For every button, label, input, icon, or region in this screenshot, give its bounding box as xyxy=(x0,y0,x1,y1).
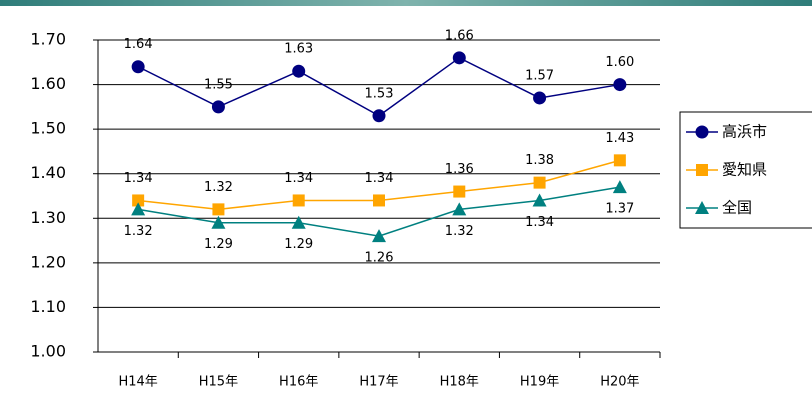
y-tick-label: 1.40 xyxy=(30,163,66,182)
value-label: 1.26 xyxy=(365,251,394,266)
marker xyxy=(612,180,627,194)
value-label: 1.34 xyxy=(525,215,554,230)
x-tick-label: H14年 xyxy=(118,375,157,390)
marker xyxy=(131,202,146,216)
y-tick-label: 1.60 xyxy=(30,74,66,93)
x-tick-label: H19年 xyxy=(520,375,559,390)
x-tick-label: H15年 xyxy=(199,375,238,390)
value-label: 1.32 xyxy=(124,224,153,239)
value-label: 1.34 xyxy=(124,171,153,186)
value-label: 1.55 xyxy=(204,77,233,92)
marker xyxy=(613,78,627,92)
x-tick-label: H18年 xyxy=(440,375,479,390)
y-tick-label: 1.30 xyxy=(30,208,66,227)
legend-label: 全国 xyxy=(722,199,752,217)
value-label: 1.57 xyxy=(525,68,554,83)
marker xyxy=(292,64,306,78)
value-label: 1.38 xyxy=(525,153,554,168)
marker xyxy=(132,194,145,207)
value-label: 1.36 xyxy=(445,162,474,177)
top-bar xyxy=(0,0,812,6)
marker xyxy=(696,164,708,176)
y-tick-label: 1.10 xyxy=(30,297,66,316)
marker xyxy=(613,154,626,167)
marker xyxy=(533,176,546,189)
marker xyxy=(372,229,386,243)
marker xyxy=(291,215,306,229)
legend-label: 愛知県 xyxy=(722,161,767,179)
y-tick-label: 1.20 xyxy=(30,252,66,271)
x-tick-label: H20年 xyxy=(600,375,639,390)
value-label: 1.29 xyxy=(204,237,233,252)
marker xyxy=(372,109,386,123)
y-tick-label: 1.70 xyxy=(30,30,66,49)
marker xyxy=(452,202,467,216)
value-label: 1.32 xyxy=(445,224,474,239)
x-tick-label: H17年 xyxy=(359,375,398,390)
marker xyxy=(373,194,385,207)
marker xyxy=(211,100,225,114)
value-label: 1.53 xyxy=(365,86,394,101)
value-label: 1.34 xyxy=(284,171,313,186)
y-tick-label: 1.00 xyxy=(30,342,66,361)
value-label: 1.60 xyxy=(605,55,634,70)
marker xyxy=(453,185,466,198)
marker xyxy=(211,215,226,229)
marker xyxy=(695,201,709,214)
value-label: 1.34 xyxy=(365,171,394,186)
marker xyxy=(212,203,225,216)
marker xyxy=(533,91,547,105)
value-label: 1.66 xyxy=(445,28,474,43)
value-label: 1.29 xyxy=(284,237,313,252)
marker xyxy=(695,125,709,139)
value-label: 1.43 xyxy=(605,131,634,146)
value-label: 1.64 xyxy=(124,37,153,52)
marker xyxy=(452,51,466,65)
marker xyxy=(532,193,547,207)
marker xyxy=(292,194,305,207)
value-label: 1.32 xyxy=(204,180,233,195)
legend-label: 高浜市 xyxy=(722,123,767,141)
value-label: 1.37 xyxy=(605,202,634,217)
x-tick-label: H16年 xyxy=(279,375,318,390)
value-label: 1.63 xyxy=(284,42,313,57)
y-tick-label: 1.50 xyxy=(30,119,66,138)
marker xyxy=(131,60,145,74)
